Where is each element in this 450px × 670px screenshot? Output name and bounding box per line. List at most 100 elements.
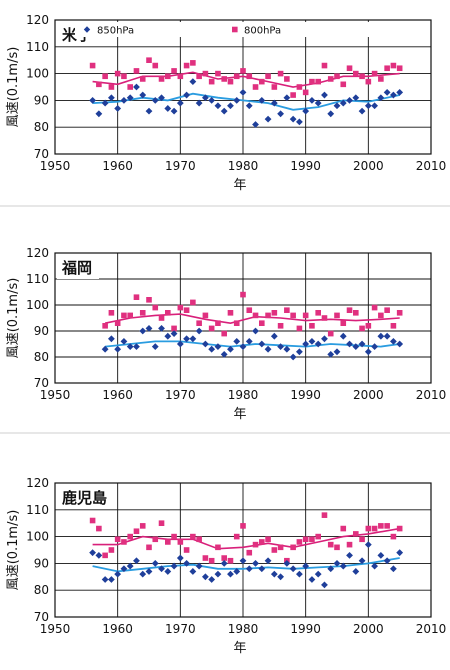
point-850hpa xyxy=(139,327,147,335)
point-850hpa xyxy=(126,94,134,102)
point-850hpa xyxy=(258,340,266,348)
point-800hpa xyxy=(284,76,290,82)
point-800hpa xyxy=(327,330,334,337)
legend-box xyxy=(75,22,375,37)
point-800hpa xyxy=(302,312,309,319)
point-800hpa xyxy=(315,533,321,540)
point-800hpa xyxy=(233,73,240,80)
point-850hpa xyxy=(120,565,128,573)
point-800hpa xyxy=(108,84,115,90)
point-800hpa xyxy=(315,310,321,316)
x-tick-label: 2000 xyxy=(353,159,384,173)
point-800hpa xyxy=(190,299,196,306)
point-850hpa xyxy=(364,102,372,110)
point-850hpa xyxy=(164,332,172,340)
point-850hpa xyxy=(227,570,234,578)
x-axis-label: 年 xyxy=(233,641,246,656)
point-850hpa xyxy=(214,343,222,350)
point-800hpa xyxy=(327,76,334,82)
point-850hpa xyxy=(189,568,197,575)
y-axis-label: 風速(0.1m/s) xyxy=(6,278,21,359)
chart-panel-1: 70 80 90 100 110 120 1950 1960 1970 1980 1990 2000 2… xyxy=(6,13,446,193)
x-tick-label: 1960 xyxy=(102,388,133,402)
point-800hpa xyxy=(121,539,127,545)
point-800hpa xyxy=(277,323,284,329)
point-800hpa xyxy=(102,552,108,559)
point-850hpa xyxy=(296,348,303,356)
point-850hpa xyxy=(252,560,259,567)
point-850hpa xyxy=(202,573,209,581)
x-tick-label: 1950 xyxy=(40,388,71,402)
point-850hpa xyxy=(390,338,397,345)
point-850hpa xyxy=(358,340,366,348)
point-800hpa xyxy=(158,520,165,526)
point-800hpa xyxy=(265,312,271,319)
point-800hpa xyxy=(96,525,102,532)
point-800hpa xyxy=(171,325,177,332)
point-850hpa xyxy=(252,121,259,128)
point-850hpa xyxy=(283,345,291,353)
point-850hpa xyxy=(358,107,366,115)
point-850hpa xyxy=(208,97,216,104)
point-800hpa xyxy=(102,73,108,80)
point-850hpa xyxy=(270,570,278,578)
point-850hpa xyxy=(133,557,140,565)
point-800hpa xyxy=(177,73,184,80)
point-850hpa xyxy=(95,551,103,559)
point-850hpa xyxy=(296,118,303,126)
point-850hpa xyxy=(120,338,128,345)
y-tick-label: 110 xyxy=(26,272,49,286)
point-800hpa xyxy=(396,310,403,316)
point-800hpa xyxy=(89,62,96,69)
x-tick-label: 2010 xyxy=(416,159,447,173)
point-800hpa xyxy=(390,533,397,540)
point-800hpa xyxy=(252,541,259,548)
point-800hpa xyxy=(171,533,177,540)
point-800hpa xyxy=(252,84,259,90)
point-850hpa xyxy=(339,562,347,570)
point-800hpa xyxy=(158,76,165,82)
x-tick-label: 1950 xyxy=(40,159,71,173)
point-850hpa xyxy=(333,348,341,356)
point-850hpa xyxy=(108,335,115,343)
point-850hpa xyxy=(346,551,353,559)
point-850hpa xyxy=(383,557,391,565)
point-800hpa xyxy=(309,323,315,329)
point-850hpa xyxy=(364,541,372,549)
point-850hpa xyxy=(164,105,172,112)
point-800hpa xyxy=(96,81,102,88)
point-850hpa xyxy=(327,565,335,573)
point-850hpa xyxy=(283,94,291,102)
point-800hpa xyxy=(340,81,347,88)
x-tick-label: 1980 xyxy=(228,622,259,636)
y-tick-label: 100 xyxy=(26,298,49,312)
legend-marker-800hpa xyxy=(232,26,238,33)
point-850hpa xyxy=(195,327,203,335)
point-850hpa xyxy=(308,338,316,345)
y-tick-label: 110 xyxy=(26,40,49,54)
point-800hpa xyxy=(177,304,184,311)
point-800hpa xyxy=(146,544,152,551)
point-850hpa xyxy=(170,562,178,570)
point-850hpa xyxy=(264,115,272,123)
point-800hpa xyxy=(302,89,309,96)
point-800hpa xyxy=(121,312,127,319)
x-tick-label: 1960 xyxy=(102,622,133,636)
point-850hpa xyxy=(151,97,159,104)
point-800hpa xyxy=(359,536,365,543)
point-850hpa xyxy=(89,549,96,557)
point-850hpa xyxy=(158,565,165,573)
point-850hpa xyxy=(214,570,222,578)
point-850hpa xyxy=(151,560,159,567)
point-800hpa xyxy=(152,304,159,311)
point-800hpa xyxy=(221,76,227,82)
point-850hpa xyxy=(233,338,241,345)
point-850hpa xyxy=(176,99,184,107)
point-800hpa xyxy=(334,73,340,80)
point-800hpa xyxy=(246,73,253,80)
point-800hpa xyxy=(321,315,328,321)
point-850hpa xyxy=(170,107,178,115)
x-tick-label: 2010 xyxy=(416,388,447,402)
point-800hpa xyxy=(334,312,340,319)
point-850hpa xyxy=(358,557,366,565)
